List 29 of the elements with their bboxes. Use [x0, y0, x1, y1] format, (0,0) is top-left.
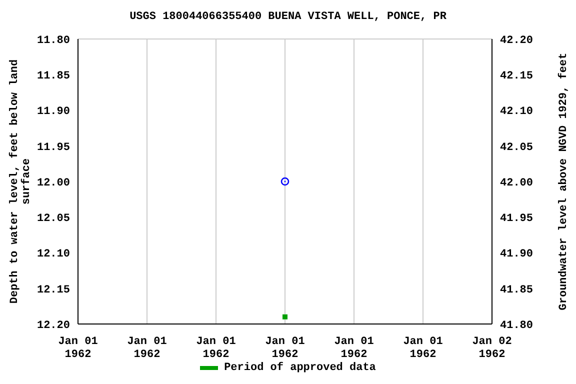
y-tick-label: 11.95 — [36, 142, 70, 154]
y-tick-label: 11.90 — [36, 106, 70, 118]
y2-axis-title: Groundwater level above NGVD 1929, feet — [557, 52, 570, 310]
y2-tick-label: 42.05 — [500, 142, 534, 154]
x-tick-label: Jan 01 1962 — [403, 336, 444, 361]
y-tick-label: 12.10 — [36, 248, 70, 261]
x-tick-label: Jan 01 1962 — [127, 336, 168, 361]
y-tick-label: 12.20 — [36, 320, 70, 332]
y-tick-label: 12.15 — [36, 284, 70, 296]
y-tick-label: 11.80 — [36, 34, 70, 47]
y2-tick-label: 42.15 — [500, 70, 534, 83]
x-tick-label: Jan 01 1962 — [334, 336, 374, 361]
x-tick-label: Jan 01 1962 — [196, 336, 236, 361]
y2-tick-label: 42.10 — [500, 106, 534, 118]
chart-title: USGS 180044066355400 BUENA VISTA WELL, PONCE, PR — [128, 11, 448, 23]
y-axis-title: Depth to water level, feet below land surface — [8, 59, 33, 304]
x-tick-label: Jan 02 1962 — [472, 336, 512, 361]
legend-label: Period of approved data — [224, 362, 376, 374]
y-tick-label: 12.00 — [36, 177, 70, 190]
y2-tick-label: 41.90 — [500, 248, 534, 261]
x-tick-label: Jan 01 1962 — [58, 336, 98, 361]
x-tick-label: Jan 01 1962 — [265, 336, 306, 361]
y-tick-label: 11.85 — [36, 70, 70, 83]
y2-tick-label: 41.85 — [500, 284, 534, 296]
y2-tick-label: 42.20 — [500, 34, 534, 47]
y2-tick-label: 41.80 — [500, 320, 534, 332]
y2-tick-label: 42.00 — [500, 177, 534, 190]
y-tick-label: 12.05 — [36, 213, 70, 226]
y2-tick-label: 41.95 — [500, 213, 534, 226]
